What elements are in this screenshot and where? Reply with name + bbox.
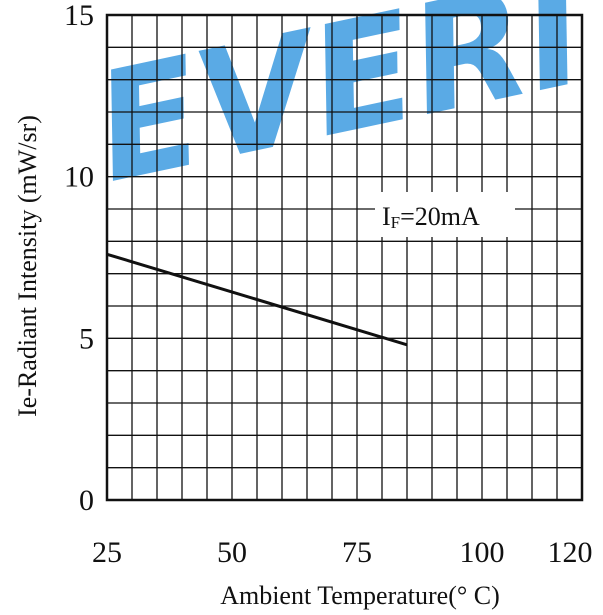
y-axis-title: Ie-Radiant Intensity (mW/sr) — [13, 115, 42, 417]
x-tick-labels: 25 50 75 100 120 — [92, 536, 593, 569]
x-tick-label: 75 — [342, 536, 372, 569]
grid — [107, 15, 582, 500]
plot-frame — [105, 13, 584, 502]
x-tick-label: 25 — [92, 536, 122, 569]
y-tick-labels: 0 5 10 15 — [64, 0, 94, 517]
annotation-sub: F — [391, 213, 400, 232]
y-tick-label: 10 — [64, 161, 94, 194]
annotation-main: I — [382, 202, 391, 231]
series-layer — [106, 252, 408, 347]
x-axis-title: Ambient Temperature(° C) — [220, 581, 500, 610]
x-tick-label: 50 — [217, 536, 247, 569]
annotation-rest: =20mA — [400, 202, 480, 231]
watermark: EVERI — [81, 0, 599, 217]
y-tick-label: 5 — [79, 322, 94, 355]
annotation-label: IF=20mA — [382, 202, 480, 232]
x-tick-label: 100 — [460, 536, 505, 569]
series-line-0 — [106, 252, 408, 347]
y-tick-label: 0 — [79, 484, 94, 517]
x-tick-label: 120 — [548, 536, 593, 569]
y-tick-label: 15 — [64, 0, 94, 32]
annotation-background — [375, 192, 515, 237]
